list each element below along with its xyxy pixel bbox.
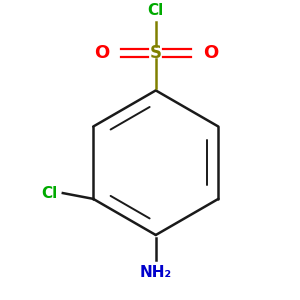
Text: Cl: Cl — [41, 186, 57, 201]
Text: Cl: Cl — [148, 3, 164, 18]
Text: O: O — [94, 44, 109, 62]
Text: NH₂: NH₂ — [140, 266, 172, 280]
Text: S: S — [150, 44, 162, 62]
Text: O: O — [202, 44, 218, 62]
